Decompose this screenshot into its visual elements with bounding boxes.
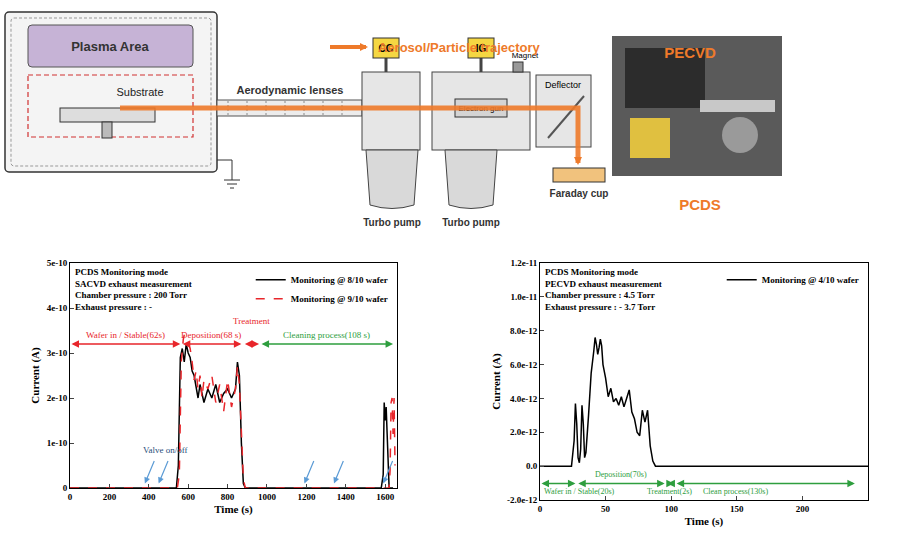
svg-text:0.0: 0.0	[526, 461, 538, 471]
svg-text:4e-10: 4e-10	[47, 303, 68, 313]
svg-text:5e-10: 5e-10	[47, 258, 68, 268]
svg-text:Turbo pump: Turbo pump	[442, 217, 500, 228]
svg-text:0: 0	[68, 492, 73, 502]
svg-text:200: 200	[796, 504, 810, 514]
svg-text:Treatment(2s): Treatment(2s)	[647, 487, 692, 496]
svg-text:3e-10: 3e-10	[47, 348, 68, 358]
svg-text:1e-10: 1e-10	[47, 438, 68, 448]
svg-text:Aerosol/Particle trajectory: Aerosol/Particle trajectory	[378, 40, 541, 55]
svg-text:150: 150	[730, 504, 744, 514]
svg-text:Monitoring @ 8/10 wafer: Monitoring @ 8/10 wafer	[291, 275, 388, 285]
svg-text:0: 0	[63, 483, 68, 493]
svg-text:2.0e-12: 2.0e-12	[510, 427, 538, 437]
svg-text:Electron gun: Electron gun	[458, 104, 504, 113]
svg-text:400: 400	[142, 492, 156, 502]
svg-text:Valve on/off: Valve on/off	[143, 445, 188, 455]
svg-text:PCDS Monitoring modeSACVD exha: PCDS Monitoring modeSACVD exhaust measur…	[75, 267, 192, 312]
svg-text:1400: 1400	[337, 492, 356, 502]
svg-text:Wafer in / Stable(20s): Wafer in / Stable(20s)	[544, 487, 615, 496]
svg-text:800: 800	[221, 492, 235, 502]
svg-text:Deposition(68 s): Deposition(68 s)	[181, 330, 241, 340]
svg-text:Plasma Area: Plasma Area	[71, 39, 149, 54]
svg-text:Faraday cup: Faraday cup	[550, 188, 609, 199]
svg-text:Monitoring @ 4/10 wafer: Monitoring @ 4/10 wafer	[762, 275, 859, 285]
svg-text:Substrate: Substrate	[116, 86, 163, 98]
svg-text:Clean process(130s): Clean process(130s)	[703, 487, 768, 496]
svg-text:1200: 1200	[297, 492, 316, 502]
svg-text:1.2e-11: 1.2e-11	[510, 258, 537, 268]
svg-text:PCDS: PCDS	[679, 196, 721, 213]
svg-text:Time (s): Time (s)	[214, 503, 253, 516]
svg-text:1.0e-11: 1.0e-11	[510, 292, 537, 302]
svg-text:Time (s): Time (s)	[685, 515, 724, 528]
svg-text:Treatment: Treatment	[233, 316, 270, 326]
svg-text:0: 0	[538, 504, 543, 514]
svg-text:200: 200	[103, 492, 117, 502]
svg-text:PECVD: PECVD	[664, 44, 716, 61]
svg-text:Monitoring @ 9/10 wafer: Monitoring @ 9/10 wafer	[291, 294, 388, 304]
svg-text:Cleaning process(108 s): Cleaning process(108 s)	[283, 330, 370, 340]
svg-text:2e-10: 2e-10	[47, 393, 68, 403]
svg-text:50: 50	[601, 504, 611, 514]
svg-text:1000: 1000	[258, 492, 277, 502]
svg-text:Wafer in / Stable(62s): Wafer in / Stable(62s)	[86, 330, 165, 340]
svg-text:100: 100	[664, 504, 678, 514]
svg-text:Turbo pump: Turbo pump	[363, 217, 421, 228]
svg-text:Magnet: Magnet	[511, 51, 539, 60]
svg-text:8.0e-12: 8.0e-12	[510, 326, 538, 336]
svg-text:4.0e-12: 4.0e-12	[510, 394, 538, 404]
svg-text:6.0e-12: 6.0e-12	[510, 360, 538, 370]
svg-text:Aerodynamic lenses: Aerodynamic lenses	[237, 84, 344, 96]
svg-text:-2.0e-12: -2.0e-12	[507, 495, 538, 505]
svg-text:PCDS Monitoring modePECVD exha: PCDS Monitoring modePECVD exhaust measur…	[545, 267, 662, 312]
svg-text:1600: 1600	[376, 492, 395, 502]
svg-text:Current (A): Current (A)	[490, 353, 503, 410]
svg-text:Deflector: Deflector	[545, 80, 581, 90]
svg-text:Current (A): Current (A)	[29, 347, 42, 404]
svg-text:Deposition(70s): Deposition(70s)	[595, 470, 647, 479]
svg-text:600: 600	[181, 492, 195, 502]
